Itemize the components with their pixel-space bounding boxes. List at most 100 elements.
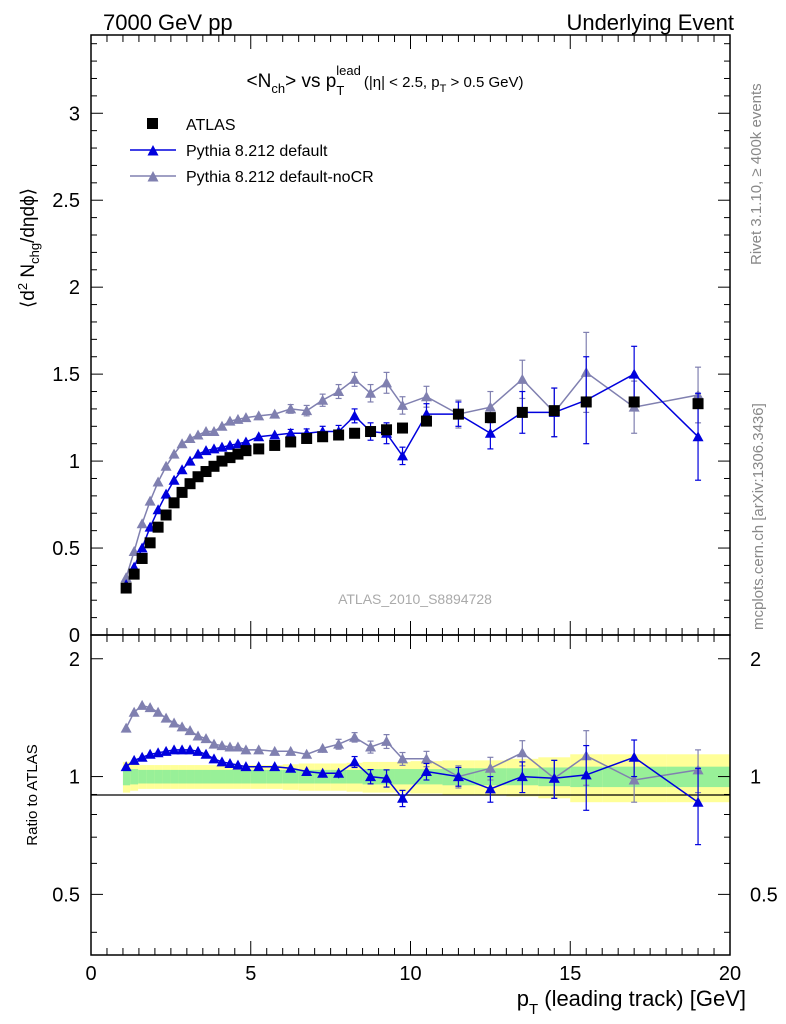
main-y-axis-label: ⟨d2 Nchg/dηdϕ⟩ <box>15 188 42 308</box>
ratio-point-default <box>269 761 281 772</box>
ratio-point-default <box>216 756 228 767</box>
point-atlas <box>381 424 393 436</box>
band-inner-bin <box>225 769 234 784</box>
main-y-tick-label: 2.5 <box>52 190 80 212</box>
band-inner-bin <box>122 768 131 786</box>
point-nocr <box>232 413 244 424</box>
ratio-point-nocr <box>301 748 313 759</box>
point-nocr <box>516 373 528 384</box>
ratio-point-nocr <box>269 745 281 756</box>
ratio-line-default <box>125 749 699 803</box>
ratio-axis-ticks: 0.5 0.51 12 20 5 10 15 20 <box>52 635 778 985</box>
point-atlas <box>232 448 244 460</box>
point-default <box>253 431 265 442</box>
band-inner-bin <box>210 769 219 784</box>
ratio-series-layer <box>120 699 704 846</box>
point-default <box>397 450 409 461</box>
band-inner-bin <box>186 769 195 784</box>
main-axis-ticks: 0 0.5 1 1.5 2 2.5 3 <box>52 35 731 647</box>
ratio-y-tick-label-right: 0.5 <box>750 884 778 906</box>
ratio-point-nocr <box>232 741 244 752</box>
point-nocr <box>168 448 180 459</box>
ratio-point-nocr <box>168 717 180 728</box>
point-atlas <box>285 436 297 448</box>
ratio-point-nocr <box>184 725 196 736</box>
ratio-point-nocr <box>160 712 172 723</box>
band-inner-bin <box>162 769 171 784</box>
series-line-nocr <box>125 371 699 578</box>
point-nocr <box>200 426 212 437</box>
ratio-point-default <box>160 745 172 756</box>
ratio-point-default <box>580 769 592 780</box>
ratio-point-default <box>333 767 345 778</box>
point-default <box>628 368 640 379</box>
band-inner-bin <box>178 769 187 784</box>
point-nocr <box>176 438 188 449</box>
ratio-point-nocr <box>192 730 204 741</box>
legend-label-default: Pythia 8.212 default <box>186 143 328 160</box>
ratio-point-default <box>253 761 265 772</box>
point-atlas <box>200 466 212 478</box>
ratio-point-nocr <box>224 741 236 752</box>
header-right: Underlying Event <box>566 10 734 35</box>
point-nocr <box>365 387 377 398</box>
legend-label-atlas: ATLAS <box>186 117 236 134</box>
point-default <box>285 427 297 438</box>
point-nocr <box>240 412 252 423</box>
ratio-point-nocr <box>381 735 393 746</box>
point-default <box>240 436 252 447</box>
ratio-y-tick-label-right: 2 <box>750 649 761 671</box>
legend-marker-atlas <box>147 118 158 129</box>
point-nocr <box>317 394 329 405</box>
ratio-point-nocr <box>333 738 345 749</box>
ratio-point-default <box>381 772 393 783</box>
rivet-version-label: Rivet 3.1.10, ≥ 400k events <box>748 83 765 265</box>
point-nocr <box>333 386 345 397</box>
band-inner-bin <box>346 769 363 784</box>
ratio-point-default <box>301 766 313 777</box>
ratio-point-default <box>208 753 220 764</box>
point-atlas <box>548 405 560 417</box>
ratio-point-nocr <box>176 721 188 732</box>
ratio-point-default <box>128 754 140 765</box>
point-nocr <box>208 426 220 437</box>
main-y-tick-label: 0.5 <box>52 538 80 560</box>
ratio-y-axis-label: Ratio to ATLAS <box>24 744 41 845</box>
ratio-frame <box>90 634 731 956</box>
ratio-point-default <box>548 772 560 783</box>
ratio-point-nocr <box>420 753 432 764</box>
point-atlas <box>484 412 496 424</box>
point-atlas <box>208 460 220 472</box>
point-atlas <box>317 431 329 443</box>
point-nocr <box>192 429 204 440</box>
ratio-point-default <box>224 757 236 768</box>
band-inner-bin <box>202 769 211 784</box>
point-default <box>192 448 204 459</box>
band-inner-bin <box>394 769 411 785</box>
ratio-point-default <box>628 751 640 762</box>
point-nocr <box>160 460 172 471</box>
point-atlas <box>365 426 377 438</box>
point-nocr <box>216 420 228 431</box>
ratio-point-default <box>285 762 297 773</box>
point-default <box>484 427 496 438</box>
point-nocr <box>484 401 496 412</box>
point-nocr <box>253 410 265 421</box>
ratio-point-nocr <box>516 747 528 758</box>
point-default <box>160 488 172 499</box>
ratio-point-nocr <box>128 706 140 717</box>
point-atlas <box>120 582 132 594</box>
ratio-point-default <box>136 751 148 762</box>
ratio-point-default <box>144 748 156 759</box>
point-nocr <box>152 476 164 487</box>
point-atlas <box>628 396 640 408</box>
x-tick-label: 0 <box>85 963 96 985</box>
band-inner-bin <box>146 769 155 784</box>
legend: ATLAS Pythia 8.212 default Pythia 8.212 … <box>130 117 374 186</box>
band-inner-bin <box>266 769 283 784</box>
point-default <box>692 431 704 442</box>
point-atlas <box>192 471 204 483</box>
point-nocr <box>224 415 236 426</box>
band-inner-bin <box>138 769 147 784</box>
ratio-point-nocr <box>484 762 496 773</box>
